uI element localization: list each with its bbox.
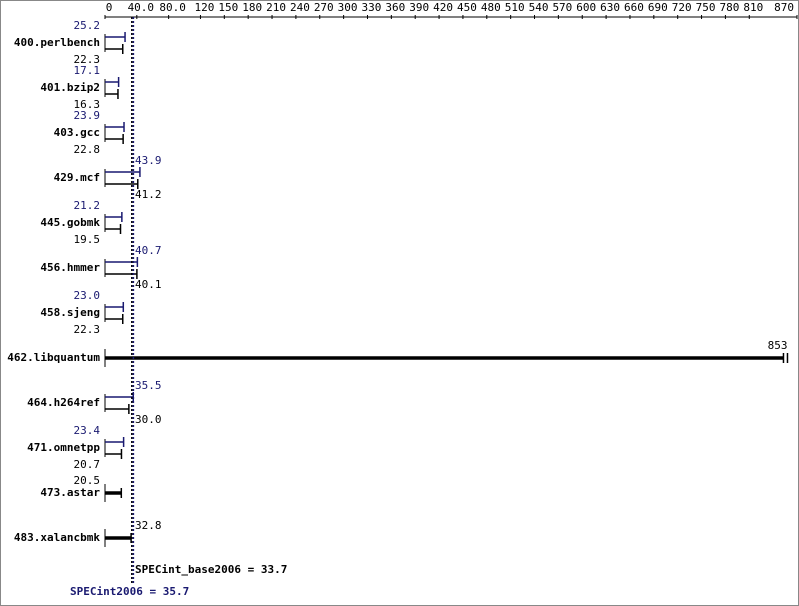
- x-tick-label: 420: [433, 1, 453, 14]
- x-tick-label: 570: [552, 1, 572, 14]
- x-tick-label: 40.0: [128, 1, 155, 14]
- x-tick-label: 660: [624, 1, 644, 14]
- x-tick-label: 360: [385, 1, 405, 14]
- value-label: 19.5: [74, 233, 101, 246]
- x-tick-label: 780: [719, 1, 739, 14]
- category-label: 483.xalancbmk: [14, 531, 100, 544]
- x-tick-label: 120: [195, 1, 215, 14]
- value-label: 23.0: [74, 289, 101, 302]
- category-label: 400.perlbench: [14, 36, 100, 49]
- category-label: 429.mcf: [54, 171, 100, 184]
- x-tick-label: 80.0: [159, 1, 186, 14]
- value-label: 22.3: [74, 53, 101, 66]
- value-label: 41.2: [135, 188, 162, 201]
- value-label: 23.9: [74, 109, 101, 122]
- summary-label: SPECint_base2006 = 33.7: [135, 563, 287, 576]
- category-label: 445.gobmk: [40, 216, 100, 229]
- x-tick-label: 330: [362, 1, 382, 14]
- x-tick-label: 180: [242, 1, 262, 14]
- x-tick-label: 480: [481, 1, 501, 14]
- value-label: 20.5: [74, 474, 101, 487]
- x-tick-label: 750: [696, 1, 716, 14]
- category-label: 458.sjeng: [40, 306, 100, 319]
- x-tick-label: 540: [529, 1, 549, 14]
- x-tick-label: 210: [266, 1, 286, 14]
- x-tick-label: 450: [457, 1, 477, 14]
- x-tick-label: 240: [290, 1, 310, 14]
- value-label: 35.5: [135, 379, 162, 392]
- value-label: 43.9: [135, 154, 162, 167]
- value-label: 40.7: [135, 244, 162, 257]
- category-label: 473.astar: [40, 486, 100, 499]
- category-label: 403.gcc: [54, 126, 100, 139]
- x-tick-label: 600: [576, 1, 596, 14]
- x-tick-label: 690: [648, 1, 668, 14]
- value-label: 20.7: [74, 458, 101, 471]
- x-tick-label: 150: [218, 1, 238, 14]
- value-label: 17.1: [74, 64, 101, 77]
- category-label: 401.bzip2: [40, 81, 100, 94]
- value-label: 25.2: [74, 19, 101, 32]
- value-label: 23.4: [74, 424, 101, 437]
- x-tick-label: 270: [314, 1, 334, 14]
- x-tick-label: 390: [409, 1, 429, 14]
- x-tick-label: 510: [505, 1, 525, 14]
- value-label: 40.1: [135, 278, 162, 291]
- x-tick-label: 720: [672, 1, 692, 14]
- category-label: 456.hmmer: [40, 261, 100, 274]
- x-tick-label: 870: [774, 1, 794, 14]
- value-label: 22.8: [74, 143, 101, 156]
- value-label: 853: [768, 339, 788, 352]
- value-label: 16.3: [74, 98, 101, 111]
- x-tick-label: 810: [743, 1, 763, 14]
- value-label: 21.2: [74, 199, 101, 212]
- value-label: 32.8: [135, 519, 162, 532]
- value-label: 22.3: [74, 323, 101, 336]
- x-tick-label: 300: [338, 1, 358, 14]
- x-tick-label: 630: [600, 1, 620, 14]
- summary-label: SPECint2006 = 35.7: [70, 585, 189, 598]
- category-label: 464.h264ref: [27, 396, 100, 409]
- category-label: 471.omnetpp: [27, 441, 100, 454]
- x-tick-label: 0: [106, 1, 113, 14]
- category-label: 462.libquantum: [7, 351, 100, 364]
- value-label: 30.0: [135, 413, 162, 426]
